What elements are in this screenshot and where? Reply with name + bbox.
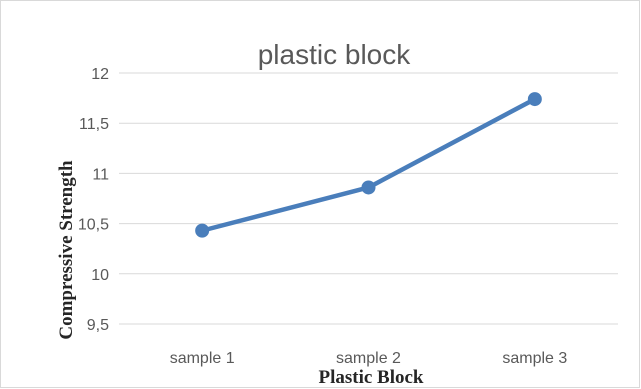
chart-title: plastic block [258, 39, 412, 70]
x-axis-ticks: sample 1 sample 2 sample 3 [170, 350, 568, 367]
x-tick-label: sample 3 [502, 350, 567, 367]
y-axis-ticks: 9,5 10 10,5 11 11,5 12 [78, 66, 109, 334]
y-tick-label: 11 [92, 166, 109, 183]
y-tick-label: 11,5 [79, 116, 109, 133]
x-axis-title: Plastic Block [318, 367, 423, 388]
x-tick-label: sample 2 [336, 350, 401, 367]
y-tick-label: 9,5 [87, 317, 109, 334]
data-point [527, 92, 542, 107]
x-tick-label: sample 1 [170, 350, 235, 367]
data-point [195, 223, 210, 238]
y-tick-label: 10,5 [78, 217, 109, 234]
y-axis-title: Compressive Strength [56, 160, 77, 340]
data-point [361, 180, 376, 195]
y-tick-label: 10 [91, 267, 109, 284]
gridlines [119, 72, 618, 325]
y-tick-label: 12 [91, 66, 109, 83]
series-layer [195, 92, 542, 238]
